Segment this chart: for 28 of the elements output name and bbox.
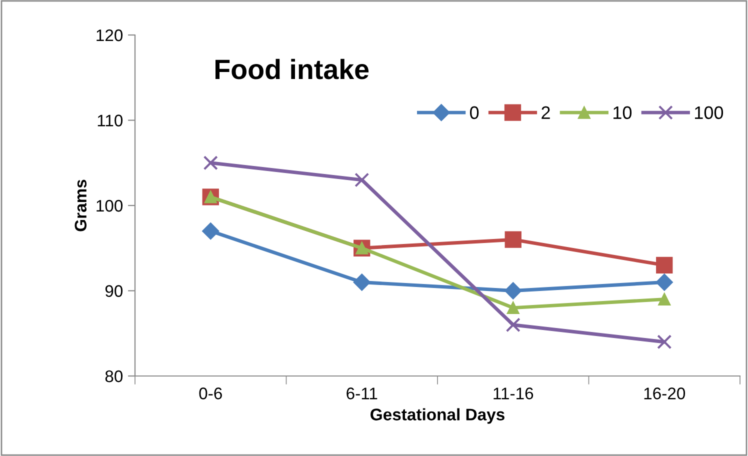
- point: [656, 256, 673, 274]
- point: [656, 274, 673, 291]
- y-tick-label: 110: [98, 114, 123, 126]
- x-tick-label: 16-20: [644, 388, 686, 400]
- legend-label: 100: [695, 106, 724, 120]
- text: Food intake: [216, 58, 369, 80]
- x-tick-label: 11-16: [494, 388, 534, 400]
- point: [203, 156, 218, 170]
- x-tick-label: 0-6: [199, 388, 222, 400]
- point: [504, 231, 522, 248]
- y-axis-title: Grams: [74, 180, 87, 232]
- point: [354, 172, 370, 188]
- x-axis-title: Gestational Days: [370, 408, 504, 424]
- point: [504, 282, 522, 300]
- y-tick-label: 90: [105, 285, 123, 297]
- point: [506, 318, 520, 332]
- point: [506, 302, 520, 314]
- x-tick-label: 6-11: [346, 388, 378, 400]
- y-tick-label: 120: [96, 29, 123, 42]
- point: [353, 274, 370, 291]
- y-tick-label: 80: [105, 370, 123, 382]
- legend-label: 0: [470, 106, 479, 120]
- point: [658, 293, 671, 306]
- legend-label: 10: [614, 106, 632, 120]
- y-tick-label: 100: [96, 200, 123, 212]
- point: [202, 222, 220, 240]
- point: [657, 334, 672, 350]
- legend-label: 2: [542, 106, 550, 119]
